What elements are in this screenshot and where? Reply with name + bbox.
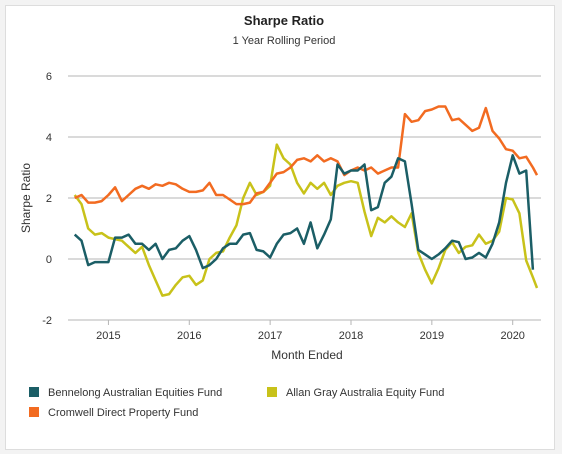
y-tick-label: 4 [46,132,52,144]
legend-swatch-bennelong [29,387,39,397]
legend-item-bennelong[interactable]: Bennelong Australian Equities Fund [29,387,222,399]
chart-title: Sharpe Ratio [244,13,324,28]
x-tick-label: 2020 [500,330,524,342]
y-axis-label: Sharpe Ratio [19,163,33,233]
y-tick-label: 0 [46,254,52,266]
chart-card [5,5,555,450]
x-axis-label: Month Ended [271,348,342,362]
x-tick-label: 2019 [420,330,444,342]
series-line-cromwell-direct-property-fund[interactable] [74,105,539,206]
x-tick-labels: 2015 2016 2017 2018 2019 2020 [96,320,525,342]
legend-item-cromwell[interactable]: Cromwell Direct Property Fund [29,407,198,419]
x-tick-label: 2018 [339,330,363,342]
legend-item-allan-gray[interactable]: Allan Gray Australia Equity Fund [267,387,444,399]
y-tick-label: 6 [46,71,52,83]
legend: Bennelong Australian Equities Fund Allan… [29,387,444,419]
legend-swatch-cromwell [29,407,39,417]
series-line-allan-gray-australia-equity-fund[interactable] [73,143,539,297]
y-tick-label: 2 [46,193,52,205]
legend-label-cromwell: Cromwell Direct Property Fund [48,407,198,419]
x-tick-label: 2017 [258,330,282,342]
legend-label-bennelong: Bennelong Australian Equities Fund [48,387,222,399]
gridlines [68,75,541,321]
chart-subtitle: 1 Year Rolling Period [233,35,336,47]
series-lines [73,105,539,297]
x-tick-label: 2015 [96,330,120,342]
x-tick-label: 2016 [177,330,201,342]
y-tick-label: -2 [42,315,52,327]
legend-label-allan-gray: Allan Gray Australia Equity Fund [286,387,444,399]
y-tick-labels: -2 0 2 4 6 [42,71,52,327]
legend-swatch-allan-gray [267,387,277,397]
series-line-bennelong-australian-equities-fund[interactable] [73,154,535,270]
